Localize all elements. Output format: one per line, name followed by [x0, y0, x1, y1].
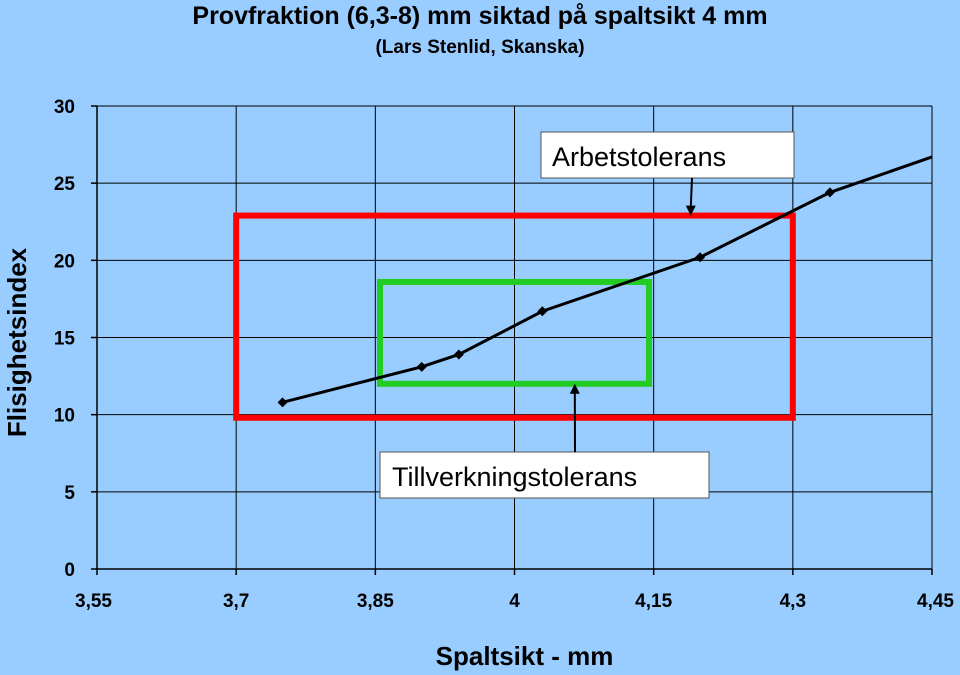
callout-arrow-head: [685, 205, 696, 216]
y-tick-labels: 0 5 10 15 20 25 30: [54, 97, 76, 581]
tolerance-box: [233, 212, 796, 421]
x-tick-labels: 3,55 3,7 3,85 4 4,15 4,3 4,45: [75, 591, 954, 612]
data-point: [277, 397, 288, 408]
callout: Arbetstolerans: [540, 131, 795, 216]
y-tick-label: 10: [54, 406, 75, 427]
y-tick-label: 20: [54, 251, 75, 272]
axes: [91, 105, 933, 575]
y-tick-label: 15: [54, 329, 76, 350]
data-point: [453, 349, 464, 360]
callout-box: [379, 451, 710, 499]
y-tick-label: 0: [64, 560, 75, 581]
x-tick-label: 4,15: [635, 591, 672, 612]
x-tick-label: 3,7: [223, 591, 249, 612]
y-tick-label: 30: [54, 97, 75, 118]
y-tick-label: 25: [54, 174, 76, 195]
grid: [97, 105, 933, 569]
data-point: [824, 187, 835, 198]
data-point: [695, 252, 706, 263]
x-tick-label: 4: [509, 591, 520, 612]
callout: Tillverkningstolerans: [379, 383, 710, 499]
callout-box: [540, 131, 795, 179]
data-point: [416, 361, 427, 372]
tolerance-regions: [233, 212, 796, 421]
callout-arrow-head: [569, 383, 580, 394]
x-tick-label: 3,85: [357, 591, 394, 612]
x-tick-label: 4,45: [917, 591, 954, 612]
tolerance-box: [376, 278, 653, 387]
chart-subtitle: (Lars Stenlid, Skanska): [375, 37, 585, 58]
x-tick-label: 3,55: [75, 591, 112, 612]
x-tick-label: 4,3: [780, 591, 806, 612]
callout-label: Arbetstolerans: [552, 142, 726, 172]
y-tick-label: 5: [64, 483, 75, 504]
data-point: [537, 306, 548, 317]
y-axis-label: Flisighetsindex: [2, 247, 32, 437]
callouts: Arbetstolerans Tillverkningstolerans: [379, 131, 795, 499]
callout-arrow-line: [689, 177, 693, 208]
chart-title: Provfraktion (6,3-8) mm siktad på spalts…: [192, 2, 768, 30]
data-series: [277, 155, 933, 408]
x-axis-label: Spaltsikt - mm: [436, 641, 614, 671]
callout-label: Tillverkningstolerans: [392, 462, 637, 492]
